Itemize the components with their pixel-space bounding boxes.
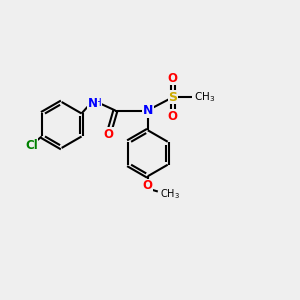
Text: O: O bbox=[168, 72, 178, 85]
Text: N: N bbox=[142, 104, 153, 117]
Text: S: S bbox=[168, 91, 177, 104]
Text: O: O bbox=[168, 110, 178, 123]
Text: H: H bbox=[94, 98, 102, 108]
Text: N: N bbox=[88, 97, 98, 110]
Text: CH$_3$: CH$_3$ bbox=[160, 187, 180, 201]
Text: O: O bbox=[143, 179, 153, 192]
Text: O: O bbox=[103, 128, 114, 141]
Text: CH$_3$: CH$_3$ bbox=[194, 90, 215, 104]
Text: Cl: Cl bbox=[25, 139, 38, 152]
